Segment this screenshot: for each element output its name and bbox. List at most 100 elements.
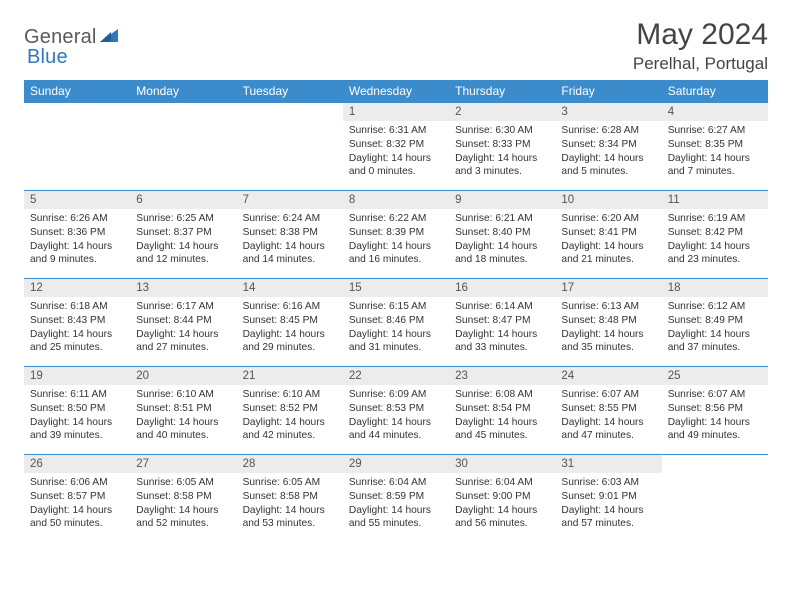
calendar-day-cell: 30Sunrise: 6:04 AMSunset: 9:00 PMDayligh…	[449, 455, 555, 543]
day-number: 27	[130, 455, 236, 473]
calendar-day-cell: 12Sunrise: 6:18 AMSunset: 8:43 PMDayligh…	[24, 279, 130, 367]
calendar-week-row: 5Sunrise: 6:26 AMSunset: 8:36 PMDaylight…	[24, 191, 768, 279]
day-sun-data: Sunrise: 6:30 AMSunset: 8:33 PMDaylight:…	[449, 121, 555, 183]
day-sun-data: Sunrise: 6:10 AMSunset: 8:52 PMDaylight:…	[237, 385, 343, 447]
calendar-day-cell: 19Sunrise: 6:11 AMSunset: 8:50 PMDayligh…	[24, 367, 130, 455]
day-number: 29	[343, 455, 449, 473]
brand-logo: General	[24, 18, 121, 49]
day-number: 13	[130, 279, 236, 297]
day-number: 31	[555, 455, 661, 473]
calendar-week-row: 1Sunrise: 6:31 AMSunset: 8:32 PMDaylight…	[24, 103, 768, 191]
day-sun-data: Sunrise: 6:06 AMSunset: 8:57 PMDaylight:…	[24, 473, 130, 535]
day-name-row: Sunday Monday Tuesday Wednesday Thursday…	[24, 80, 768, 103]
month-title: May 2024	[633, 18, 768, 52]
day-sun-data: Sunrise: 6:26 AMSunset: 8:36 PMDaylight:…	[24, 209, 130, 271]
day-number: 16	[449, 279, 555, 297]
calendar-day-cell: 16Sunrise: 6:14 AMSunset: 8:47 PMDayligh…	[449, 279, 555, 367]
day-sun-data: Sunrise: 6:21 AMSunset: 8:40 PMDaylight:…	[449, 209, 555, 271]
calendar-week-row: 12Sunrise: 6:18 AMSunset: 8:43 PMDayligh…	[24, 279, 768, 367]
day-number: 7	[237, 191, 343, 209]
dayname-monday: Monday	[130, 80, 236, 103]
day-sun-data: Sunrise: 6:05 AMSunset: 8:58 PMDaylight:…	[130, 473, 236, 535]
day-number: 21	[237, 367, 343, 385]
calendar-day-cell: 26Sunrise: 6:06 AMSunset: 8:57 PMDayligh…	[24, 455, 130, 543]
day-sun-data: Sunrise: 6:07 AMSunset: 8:56 PMDaylight:…	[662, 385, 768, 447]
day-sun-data: Sunrise: 6:05 AMSunset: 8:58 PMDaylight:…	[237, 473, 343, 535]
day-number: 1	[343, 103, 449, 121]
dayname-tuesday: Tuesday	[237, 80, 343, 103]
dayname-sunday: Sunday	[24, 80, 130, 103]
day-sun-data: Sunrise: 6:13 AMSunset: 8:48 PMDaylight:…	[555, 297, 661, 359]
day-number: 9	[449, 191, 555, 209]
day-sun-data: Sunrise: 6:24 AMSunset: 8:38 PMDaylight:…	[237, 209, 343, 271]
brand-text-blue-row: Blue	[27, 46, 68, 69]
day-number: 14	[237, 279, 343, 297]
day-number: 19	[24, 367, 130, 385]
day-sun-data: Sunrise: 6:12 AMSunset: 8:49 PMDaylight:…	[662, 297, 768, 359]
day-sun-data: Sunrise: 6:14 AMSunset: 8:47 PMDaylight:…	[449, 297, 555, 359]
day-number: 3	[555, 103, 661, 121]
day-sun-data: Sunrise: 6:27 AMSunset: 8:35 PMDaylight:…	[662, 121, 768, 183]
day-sun-data: Sunrise: 6:04 AMSunset: 9:00 PMDaylight:…	[449, 473, 555, 535]
calendar-day-cell: 24Sunrise: 6:07 AMSunset: 8:55 PMDayligh…	[555, 367, 661, 455]
calendar-day-cell: 23Sunrise: 6:08 AMSunset: 8:54 PMDayligh…	[449, 367, 555, 455]
day-sun-data: Sunrise: 6:31 AMSunset: 8:32 PMDaylight:…	[343, 121, 449, 183]
dayname-saturday: Saturday	[662, 80, 768, 103]
brand-text-blue: Blue	[27, 46, 68, 68]
title-block: May 2024 Perelhal, Portugal	[633, 18, 768, 74]
day-sun-data: Sunrise: 6:16 AMSunset: 8:45 PMDaylight:…	[237, 297, 343, 359]
day-number: 2	[449, 103, 555, 121]
day-sun-data: Sunrise: 6:28 AMSunset: 8:34 PMDaylight:…	[555, 121, 661, 183]
day-number: 8	[343, 191, 449, 209]
calendar-day-cell: 2Sunrise: 6:30 AMSunset: 8:33 PMDaylight…	[449, 103, 555, 191]
calendar-day-cell: 8Sunrise: 6:22 AMSunset: 8:39 PMDaylight…	[343, 191, 449, 279]
day-sun-data: Sunrise: 6:10 AMSunset: 8:51 PMDaylight:…	[130, 385, 236, 447]
calendar-day-cell: 18Sunrise: 6:12 AMSunset: 8:49 PMDayligh…	[662, 279, 768, 367]
day-sun-data: Sunrise: 6:07 AMSunset: 8:55 PMDaylight:…	[555, 385, 661, 447]
dayname-wednesday: Wednesday	[343, 80, 449, 103]
calendar-day-cell: 7Sunrise: 6:24 AMSunset: 8:38 PMDaylight…	[237, 191, 343, 279]
day-sun-data: Sunrise: 6:19 AMSunset: 8:42 PMDaylight:…	[662, 209, 768, 271]
day-sun-data: Sunrise: 6:18 AMSunset: 8:43 PMDaylight:…	[24, 297, 130, 359]
day-number: 30	[449, 455, 555, 473]
calendar-day-cell: 20Sunrise: 6:10 AMSunset: 8:51 PMDayligh…	[130, 367, 236, 455]
calendar-day-cell: 31Sunrise: 6:03 AMSunset: 9:01 PMDayligh…	[555, 455, 661, 543]
calendar-week-row: 26Sunrise: 6:06 AMSunset: 8:57 PMDayligh…	[24, 455, 768, 543]
day-number: 12	[24, 279, 130, 297]
calendar-day-cell: 25Sunrise: 6:07 AMSunset: 8:56 PMDayligh…	[662, 367, 768, 455]
day-sun-data: Sunrise: 6:04 AMSunset: 8:59 PMDaylight:…	[343, 473, 449, 535]
day-number: 4	[662, 103, 768, 121]
calendar-day-cell: 3Sunrise: 6:28 AMSunset: 8:34 PMDaylight…	[555, 103, 661, 191]
day-sun-data: Sunrise: 6:15 AMSunset: 8:46 PMDaylight:…	[343, 297, 449, 359]
calendar-day-cell: 21Sunrise: 6:10 AMSunset: 8:52 PMDayligh…	[237, 367, 343, 455]
day-number: 18	[662, 279, 768, 297]
day-number: 6	[130, 191, 236, 209]
calendar-day-cell: 5Sunrise: 6:26 AMSunset: 8:36 PMDaylight…	[24, 191, 130, 279]
day-number: 23	[449, 367, 555, 385]
calendar-day-cell: 27Sunrise: 6:05 AMSunset: 8:58 PMDayligh…	[130, 455, 236, 543]
calendar-day-cell	[130, 103, 236, 191]
calendar-day-cell: 10Sunrise: 6:20 AMSunset: 8:41 PMDayligh…	[555, 191, 661, 279]
day-sun-data: Sunrise: 6:20 AMSunset: 8:41 PMDaylight:…	[555, 209, 661, 271]
calendar-day-cell: 17Sunrise: 6:13 AMSunset: 8:48 PMDayligh…	[555, 279, 661, 367]
calendar-day-cell: 4Sunrise: 6:27 AMSunset: 8:35 PMDaylight…	[662, 103, 768, 191]
day-number: 20	[130, 367, 236, 385]
calendar-day-cell: 6Sunrise: 6:25 AMSunset: 8:37 PMDaylight…	[130, 191, 236, 279]
day-number: 25	[662, 367, 768, 385]
day-sun-data: Sunrise: 6:25 AMSunset: 8:37 PMDaylight:…	[130, 209, 236, 271]
triangle-icon	[100, 27, 118, 48]
day-sun-data: Sunrise: 6:22 AMSunset: 8:39 PMDaylight:…	[343, 209, 449, 271]
day-sun-data: Sunrise: 6:17 AMSunset: 8:44 PMDaylight:…	[130, 297, 236, 359]
day-sun-data: Sunrise: 6:08 AMSunset: 8:54 PMDaylight:…	[449, 385, 555, 447]
day-number: 10	[555, 191, 661, 209]
calendar-day-cell	[24, 103, 130, 191]
day-number: 5	[24, 191, 130, 209]
day-number: 26	[24, 455, 130, 473]
calendar-day-cell: 1Sunrise: 6:31 AMSunset: 8:32 PMDaylight…	[343, 103, 449, 191]
calendar-day-cell: 13Sunrise: 6:17 AMSunset: 8:44 PMDayligh…	[130, 279, 236, 367]
calendar-week-row: 19Sunrise: 6:11 AMSunset: 8:50 PMDayligh…	[24, 367, 768, 455]
calendar-day-cell	[662, 455, 768, 543]
day-number: 24	[555, 367, 661, 385]
calendar-day-cell: 22Sunrise: 6:09 AMSunset: 8:53 PMDayligh…	[343, 367, 449, 455]
dayname-thursday: Thursday	[449, 80, 555, 103]
